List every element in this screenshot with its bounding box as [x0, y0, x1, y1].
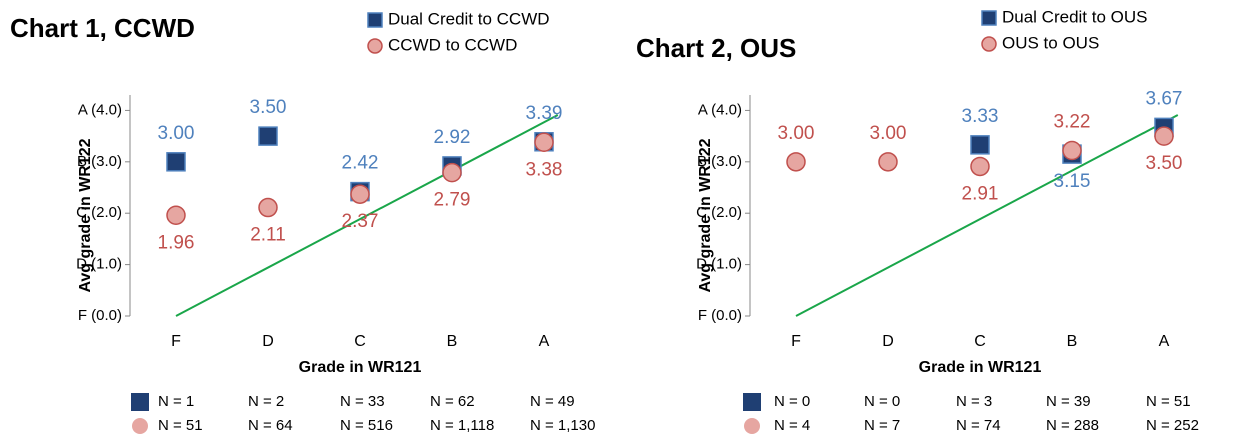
- y-tick-label: D (1.0): [76, 256, 122, 273]
- data-label: 2.37: [342, 211, 379, 232]
- n-label: N = 0: [864, 393, 900, 410]
- x-axis-label: Grade in WR121: [299, 359, 422, 376]
- n-label: N = 62: [430, 393, 475, 410]
- n-label: N = 1,118: [430, 417, 494, 434]
- n-label: N = 1: [158, 393, 194, 410]
- data-label: 3.00: [158, 123, 195, 144]
- n-label: N = 516: [340, 417, 393, 434]
- data-label: 2.79: [434, 190, 471, 211]
- legend-label: Dual Credit to OUS: [1002, 7, 1148, 26]
- n-label: N = 33: [340, 393, 385, 410]
- x-axis-label: Grade in WR121: [919, 359, 1042, 376]
- y-tick-label: C (2.0): [696, 204, 742, 221]
- data-label: 3.50: [250, 97, 287, 118]
- data-point: [1154, 126, 1174, 146]
- reference-line: [795, 114, 1179, 317]
- legend-label: CCWD to CCWD: [388, 35, 517, 54]
- data-point: [166, 205, 186, 226]
- legend-label: OUS to OUS: [1002, 33, 1099, 52]
- data-point: [786, 152, 806, 172]
- y-tick-label: F (0.0): [698, 307, 742, 324]
- data-label: 3.22: [1054, 112, 1091, 133]
- data-point: [970, 135, 990, 155]
- n-label: N = 4: [774, 417, 810, 434]
- data-label: 2.42: [342, 153, 379, 174]
- data-point: [878, 152, 898, 172]
- y-tick-label: C (2.0): [76, 204, 122, 221]
- x-tick-label: D: [262, 333, 274, 350]
- data-label: 3.67: [1146, 88, 1183, 109]
- chart-title: Chart 1, CCWD: [10, 13, 195, 43]
- y-tick-label: A (4.0): [698, 101, 742, 118]
- data-point: [1062, 140, 1082, 161]
- legend-label: Dual Credit to CCWD: [388, 9, 550, 28]
- legend-marker: [367, 12, 383, 28]
- data-label: 3.00: [778, 123, 815, 144]
- y-tick-label: A (4.0): [78, 101, 122, 118]
- n-label: N = 74: [956, 417, 1001, 434]
- data-label: 1.96: [158, 232, 195, 253]
- data-point: [442, 162, 462, 183]
- data-label: 3.00: [870, 123, 907, 144]
- n-label: N = 3: [956, 393, 992, 410]
- legend-marker: [981, 36, 997, 52]
- x-tick-label: B: [447, 333, 458, 350]
- data-label: 3.15: [1054, 171, 1091, 192]
- legend-marker: [367, 38, 383, 54]
- n-legend-marker: [131, 393, 149, 411]
- n-label: N = 39: [1046, 393, 1091, 410]
- n-label: N = 51: [158, 417, 203, 434]
- legend-marker: [981, 10, 997, 26]
- data-point: [534, 132, 554, 153]
- data-label: 2.92: [434, 127, 471, 148]
- n-label: N = 49: [530, 393, 575, 410]
- x-tick-label: F: [791, 333, 801, 350]
- n-label: N = 7: [864, 417, 900, 434]
- data-label: 3.38: [526, 159, 563, 180]
- y-tick-label: B (3.0): [697, 153, 742, 170]
- reference-line: [175, 114, 559, 317]
- data-point: [258, 126, 278, 146]
- y-axis-label: Avg grade in WR122: [697, 138, 714, 292]
- n-label: N = 2: [248, 393, 284, 410]
- n-label: N = 1,130: [530, 417, 595, 434]
- data-point: [258, 197, 278, 218]
- n-legend-marker: [132, 418, 148, 434]
- x-tick-label: D: [882, 333, 894, 350]
- y-tick-label: B (3.0): [77, 153, 122, 170]
- y-tick-label: D (1.0): [696, 256, 742, 273]
- data-label: 3.33: [962, 106, 999, 127]
- data-label: 3.50: [1146, 153, 1183, 174]
- x-tick-label: B: [1067, 333, 1078, 350]
- y-tick-label: F (0.0): [78, 307, 122, 324]
- n-label: N = 288: [1046, 417, 1099, 434]
- data-label: 2.11: [250, 225, 286, 246]
- x-tick-label: F: [171, 333, 181, 350]
- n-label: N = 51: [1146, 393, 1191, 410]
- data-point: [970, 156, 990, 177]
- data-point: [350, 184, 370, 204]
- n-legend-marker: [743, 393, 761, 411]
- n-label: N = 64: [248, 417, 293, 434]
- n-legend-marker: [744, 418, 760, 434]
- data-point: [166, 152, 186, 172]
- n-label: N = 0: [774, 393, 810, 410]
- n-label: N = 252: [1146, 417, 1199, 434]
- x-tick-label: C: [974, 333, 986, 350]
- chart-title: Chart 2, OUS: [636, 33, 796, 63]
- data-label: 2.91: [962, 183, 999, 204]
- data-label: 3.39: [526, 103, 563, 124]
- x-tick-label: A: [1159, 333, 1170, 350]
- x-tick-label: A: [539, 333, 550, 350]
- y-axis-label: Avg grade in WR122: [77, 138, 94, 292]
- x-tick-label: C: [354, 333, 366, 350]
